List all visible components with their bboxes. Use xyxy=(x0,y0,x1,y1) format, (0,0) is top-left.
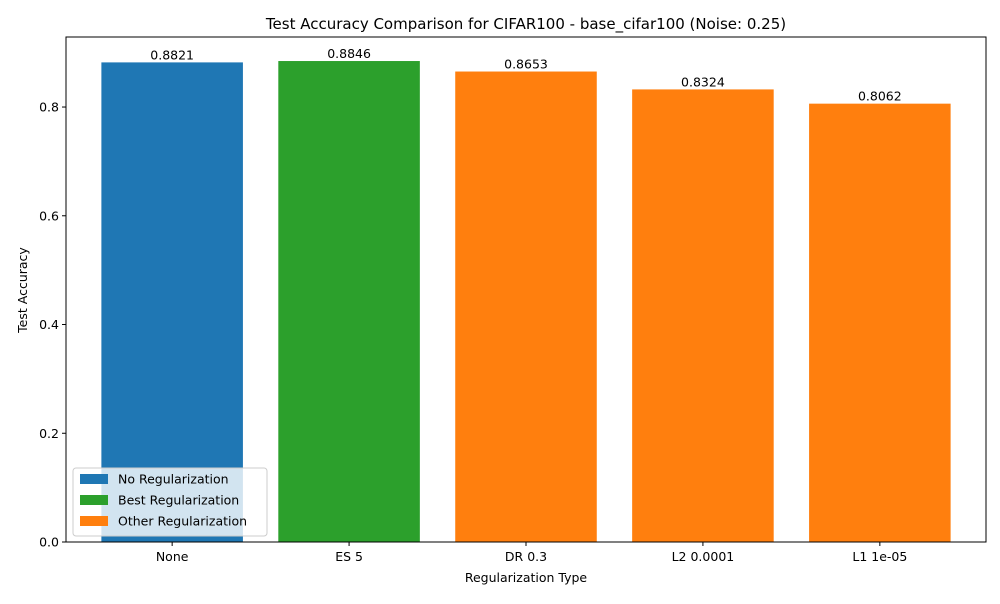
x-tick-label-es-5: ES 5 xyxy=(335,549,363,564)
y-tick-label: 0.8 xyxy=(39,100,59,115)
data-label-dr-0-3: 0.8653 xyxy=(504,57,548,72)
chart-title: Test Accuracy Comparison for CIFAR100 - … xyxy=(265,15,786,34)
y-tick-label: 0.6 xyxy=(39,208,59,223)
legend-swatch-other-regularization xyxy=(80,516,108,526)
x-tick-label-none: None xyxy=(156,549,189,564)
bar-l1-1e-05 xyxy=(809,103,951,543)
legend-label-other-regularization: Other Regularization xyxy=(118,514,247,529)
legend-label-no-regularization: No Regularization xyxy=(118,472,229,487)
x-tick-label-dr-0-3: DR 0.3 xyxy=(505,549,547,564)
legend-box xyxy=(72,467,268,537)
bar-es-5 xyxy=(278,61,420,543)
data-label-none: 0.8821 xyxy=(150,47,194,62)
axes-layer: 0.0 0.2 0.4 0.6 0.8 None ES 5 DR 0.3 L2 0.0001 L1… xyxy=(39,36,987,564)
legend-swatch-best-regularization xyxy=(80,495,108,505)
legend: No Regularization Best Regularization Othe… xyxy=(72,467,268,537)
x-axis-label: Regularization Type xyxy=(465,570,588,585)
data-label-l2-0-0001: 0.8324 xyxy=(681,74,725,89)
data-label-es-5: 0.8846 xyxy=(327,46,371,61)
data-labels-layer: 0.8821 0.8846 0.8653 0.8324 0.8062 xyxy=(150,46,901,104)
bar-none xyxy=(101,62,243,543)
legend-label-best-regularization: Best Regularization xyxy=(118,493,239,508)
y-tick-label: 0.4 xyxy=(39,317,59,332)
bars-layer xyxy=(101,61,951,543)
bar-l2-0-0001 xyxy=(632,89,774,542)
data-label-l1-1e-05: 0.8062 xyxy=(858,89,902,104)
y-tick-label: 0.2 xyxy=(39,426,59,441)
y-tick-label: 0.0 xyxy=(39,535,59,550)
y-axis-label: Test Accuracy xyxy=(15,247,30,334)
x-tick-label-l2-0-0001: L2 0.0001 xyxy=(672,549,735,564)
x-tick-label-l1-1e-05: L1 1e-05 xyxy=(852,549,907,564)
bar-dr-0-3 xyxy=(455,71,597,543)
legend-swatch-no-regularization xyxy=(80,474,108,484)
